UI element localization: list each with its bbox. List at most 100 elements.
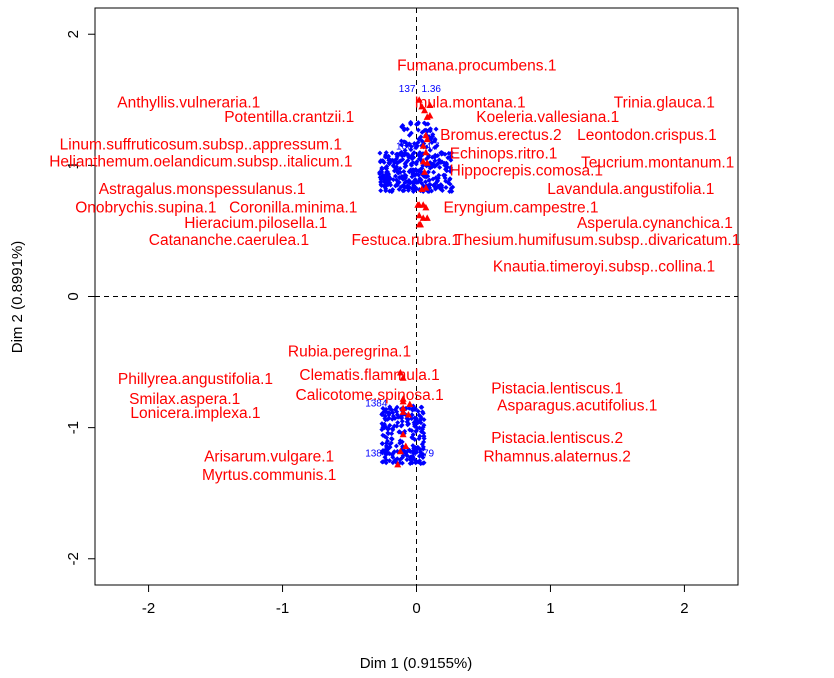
y-tick-label: -1 (65, 421, 82, 434)
site-point (409, 460, 415, 466)
site-point (425, 121, 431, 127)
species-point (399, 395, 407, 402)
site-point (386, 415, 392, 421)
site-point (427, 147, 433, 153)
site-point (390, 460, 396, 466)
species-label: Coronilla.minima.1 (229, 199, 357, 216)
species-label: Inula.montana.1 (414, 94, 525, 111)
site-point (395, 170, 401, 176)
site-point (400, 176, 406, 182)
site-point (408, 147, 414, 153)
site-point (382, 425, 388, 431)
site-point (418, 461, 424, 467)
species-label: Echinops.ritro.1 (450, 146, 558, 163)
site-point (379, 411, 385, 417)
site-point (402, 184, 408, 190)
site-point (379, 459, 385, 465)
site-label: 137 (399, 84, 416, 95)
site-point (387, 458, 393, 464)
site-point (389, 150, 395, 156)
y-tick-label: 1 (65, 161, 82, 169)
site-label: 79 (423, 448, 435, 459)
site-point (418, 177, 424, 183)
y-tick-label: 0 (65, 292, 82, 300)
site-point (448, 153, 454, 159)
site-point (394, 412, 400, 418)
site-point (432, 145, 438, 151)
species-point (402, 442, 410, 449)
species-label: Calicotome.spinosa.1 (296, 387, 444, 404)
site-point (382, 454, 388, 460)
site-point (409, 435, 415, 441)
site-label: 57 (411, 448, 423, 459)
site-point (408, 161, 414, 167)
site-point (389, 436, 395, 442)
site-point (378, 181, 384, 187)
site-point (423, 179, 429, 185)
species-label: Thesium.humifusum.subsp..divaricatum.1 (454, 232, 740, 249)
species-point (415, 211, 423, 219)
site-point (390, 454, 396, 460)
species-point (421, 168, 429, 175)
species-label: Hieracium.pilosella.1 (184, 215, 327, 232)
site-point (406, 178, 412, 184)
site-point (415, 120, 421, 126)
site-point (408, 119, 414, 125)
site-point (423, 127, 429, 133)
site-point (427, 165, 433, 171)
site-point (397, 440, 403, 446)
site-point (406, 141, 412, 147)
y-axis: -2 -1 0 1 2 (65, 30, 95, 565)
species-point (399, 404, 407, 411)
site-point (420, 451, 426, 457)
species-point (423, 214, 431, 221)
species-label: Eryngium.campestre.1 (443, 199, 598, 216)
site-point (401, 139, 407, 145)
site-point (411, 171, 417, 177)
site-point (398, 184, 404, 190)
x-tick-label: 1 (546, 600, 554, 617)
site-point (403, 173, 409, 179)
site-point (429, 154, 435, 160)
species-label: Helianthemum.oelandicum.subsp..italicum.… (49, 153, 352, 170)
site-point (426, 177, 432, 183)
site-point (416, 436, 422, 442)
species-label: Rhamnus.alaternus.2 (483, 448, 630, 465)
species-point (406, 400, 414, 408)
site-point (447, 168, 453, 174)
site-point (431, 169, 437, 175)
species-label: Teucrium.montanum.1 (581, 155, 734, 172)
site-point (385, 410, 391, 416)
site-point (414, 143, 420, 149)
species-label: Lonicera.implexa.1 (130, 405, 260, 422)
site-point (401, 169, 407, 175)
species-label: Festuca.rubra.1 (352, 232, 461, 249)
species-point (422, 203, 430, 211)
species-label: Clematis.flammula.1 (299, 367, 439, 384)
site-point (383, 150, 389, 156)
site-point (441, 172, 447, 178)
species-point (396, 369, 404, 376)
site-label: 1669 (396, 142, 419, 153)
species-point (423, 159, 431, 166)
site-point (433, 175, 439, 181)
species-label: Knautia.timeroyi.subsp..collina.1 (493, 258, 715, 275)
site-point (380, 432, 386, 438)
site-point (385, 182, 391, 188)
site-point (415, 179, 421, 185)
site-point (394, 160, 400, 166)
species-point (399, 408, 407, 415)
site-point (379, 166, 385, 172)
species-label: Trinia.glauca.1 (614, 94, 715, 111)
site-point (392, 415, 398, 421)
site-point (379, 169, 385, 175)
species-point (418, 102, 426, 110)
site-label: 1384 (365, 399, 388, 410)
species-point (422, 184, 430, 191)
site-point (425, 169, 431, 175)
y-axis-title: Dim 2 (0.8991%) (9, 241, 26, 354)
site-point (390, 427, 396, 433)
site-point (380, 158, 386, 164)
site-point (380, 441, 386, 447)
species-label: Catananche.caerulea.1 (149, 232, 309, 249)
